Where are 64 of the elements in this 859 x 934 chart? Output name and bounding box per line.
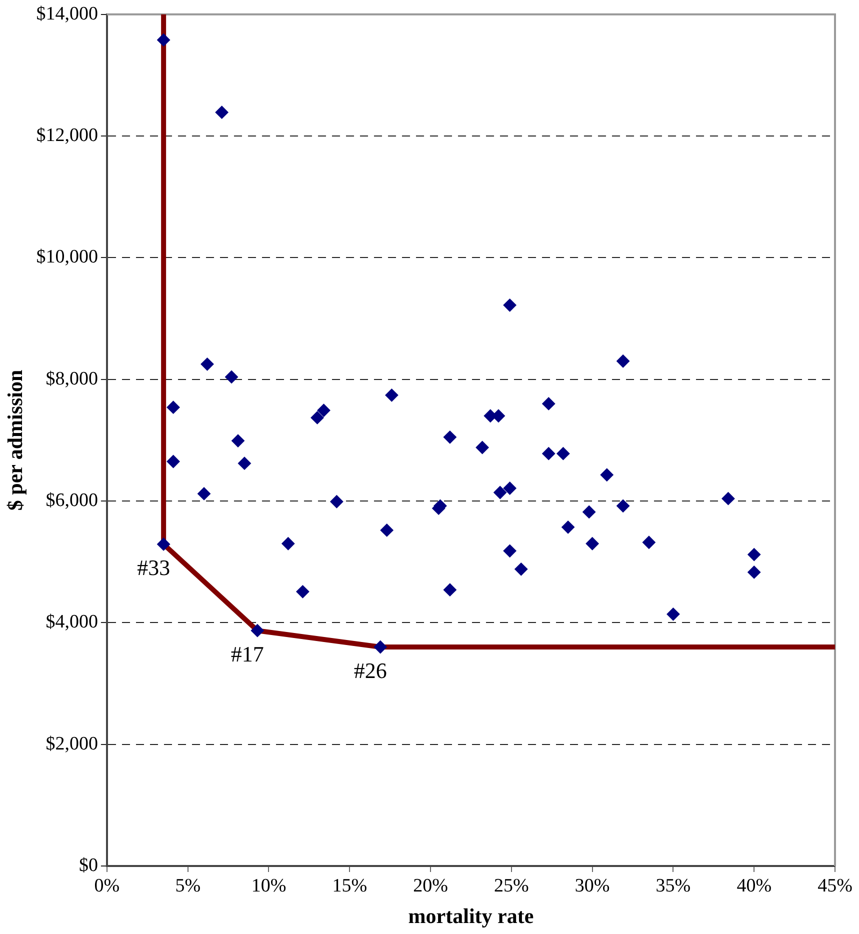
point: [556, 447, 570, 460]
point: [666, 608, 680, 621]
y-tick-label: $12,000: [36, 125, 98, 146]
point: [282, 537, 295, 550]
point: [385, 388, 398, 402]
y-tick-label: $8,000: [46, 368, 98, 390]
annotation: #17: [230, 641, 264, 666]
point: [380, 524, 394, 537]
point: [296, 585, 310, 598]
y-tick-label: $14,000: [36, 3, 98, 24]
point: [374, 640, 387, 654]
y-tick-label: $0: [78, 854, 98, 876]
point: [443, 583, 456, 596]
y-tick-label: $10,000: [36, 246, 98, 268]
x-tick-label: 20%: [413, 875, 448, 896]
x-tick-label: 25%: [494, 875, 530, 896]
point: [600, 468, 614, 482]
annotation: #26: [354, 658, 387, 683]
point: [225, 370, 238, 384]
x-tick-label: 0%: [94, 875, 120, 896]
point: [476, 441, 489, 454]
x-tick-label: 5%: [175, 875, 201, 896]
y-axis-title: $ per admission: [3, 369, 28, 511]
point: [748, 566, 761, 579]
point: [562, 520, 575, 534]
point: [582, 505, 596, 518]
point: [317, 404, 330, 417]
point: [542, 447, 556, 460]
x-tick-label: 30%: [574, 875, 610, 896]
y-tick-label: $6,000: [46, 490, 98, 512]
y-tick-label: $2,000: [46, 733, 98, 754]
point: [157, 538, 170, 551]
point: [166, 454, 180, 468]
point: [166, 400, 180, 414]
x-tick-label: 15%: [332, 875, 368, 896]
point: [616, 499, 630, 512]
point: [503, 298, 516, 312]
point: [232, 434, 244, 448]
point: [310, 411, 324, 424]
point: [238, 456, 251, 470]
x-tick-label: 35%: [656, 875, 691, 896]
point: [586, 537, 599, 550]
point: [748, 548, 761, 562]
x-axis-title: mortality rate: [408, 904, 534, 928]
point: [330, 495, 344, 508]
point: [514, 562, 528, 576]
point: [503, 544, 516, 558]
point: [443, 430, 456, 444]
point: [250, 624, 264, 638]
point: [642, 536, 656, 549]
point: [503, 482, 516, 495]
x-tick-label: 40%: [736, 875, 772, 896]
x-tick-label: 45%: [818, 875, 853, 896]
y-tick-label: $4,000: [46, 612, 98, 633]
point: [542, 397, 556, 410]
point: [157, 33, 170, 46]
point: [200, 358, 214, 371]
point: [215, 106, 228, 119]
x-tick-label: 10%: [251, 875, 286, 896]
point: [198, 487, 211, 500]
point: [494, 486, 507, 500]
annotation: #33: [137, 555, 170, 580]
point: [616, 354, 630, 368]
point: [722, 492, 735, 506]
